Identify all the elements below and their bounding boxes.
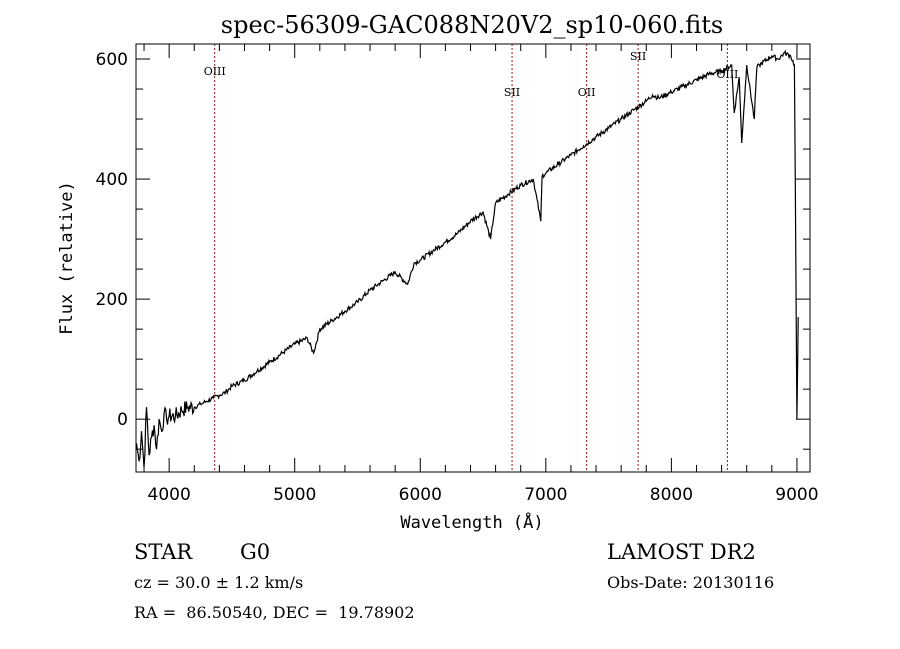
y-tick-label: 400 (96, 170, 128, 190)
x-tick-label: 7000 (524, 485, 567, 505)
y-tick-labels: 0 200 400 600 (96, 50, 128, 430)
line-marker-label: SII (630, 50, 646, 63)
line-marker-label: OII (578, 86, 596, 99)
chart-title: spec-56309-GAC088N20V2_sp10-060.fits (221, 11, 723, 39)
x-tick-label: 9000 (775, 485, 818, 505)
line-marker-label: SII (504, 86, 520, 99)
axis-ticks (136, 44, 810, 472)
observation-date: Obs-Date: 20130116 (607, 573, 775, 592)
survey-name: LAMOST DR2 (607, 540, 756, 564)
redshift-cz: cz = 30.0 ± 1.2 km/s (134, 573, 304, 592)
spectrum-line (135, 49, 799, 468)
object-class: STAR (134, 540, 193, 564)
x-tick-label: 4000 (148, 485, 191, 505)
x-tick-label: 8000 (650, 485, 693, 505)
y-axis-label: Flux (relative) (57, 181, 77, 335)
x-tick-label: 5000 (273, 485, 316, 505)
line-marker-label: OIII (204, 65, 226, 78)
x-tick-labels: 4000 5000 6000 7000 8000 9000 (148, 485, 819, 505)
y-tick-label: 200 (96, 290, 128, 310)
y-tick-label: 600 (96, 50, 128, 70)
plot-frame (135, 43, 811, 473)
y-tick-label: 0 (117, 410, 128, 430)
coordinates: RA = 86.50540, DEC = 19.78902 (134, 603, 415, 622)
subclass: G0 (240, 540, 271, 564)
x-tick-label: 6000 (399, 485, 442, 505)
x-axis-label: Wavelength (Å) (400, 511, 543, 533)
